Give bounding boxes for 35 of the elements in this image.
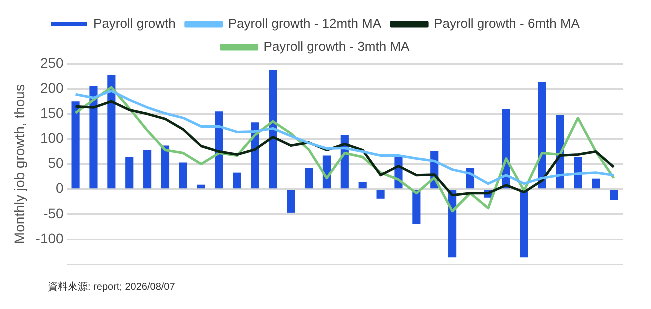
y-tick-label: 50 [48,155,64,172]
y-tick-label: -100 [36,230,64,246]
legend-label: Payroll growth - 3mth MA [264,39,410,54]
bar [161,146,170,189]
bar [287,190,296,213]
y-tick-label: 100 [40,130,64,146]
bar [90,86,98,189]
bar [376,190,385,199]
y-axis-title: Monthly job growth, thous [11,84,28,244]
bar [358,182,367,189]
bar [592,178,600,189]
y-tick-label: 250 [40,54,64,71]
bar [197,184,206,189]
bar [538,82,546,189]
bar [215,112,224,189]
bar [126,157,134,189]
legend-label: Payroll growth - 12mth MA [228,16,382,32]
bar [179,162,188,189]
y-tick-label: 0 [56,180,64,196]
y-tick-label: -50 [44,205,64,222]
y-tick-label: 200 [40,80,64,96]
bar [574,157,582,189]
y-tick-label: 150 [40,105,64,122]
bar [72,102,80,189]
bar [520,190,528,258]
bar [610,190,618,200]
source-note: 資料來源: report; 2026/08/07 [48,280,176,294]
bar [269,70,278,189]
bar [233,172,242,189]
bar [108,75,116,189]
bar [144,150,152,189]
bar [304,168,314,189]
legend-label: Payroll growth - 6mth MA [434,16,580,32]
legend-label: Payroll growth [94,16,176,32]
bar [412,190,421,224]
